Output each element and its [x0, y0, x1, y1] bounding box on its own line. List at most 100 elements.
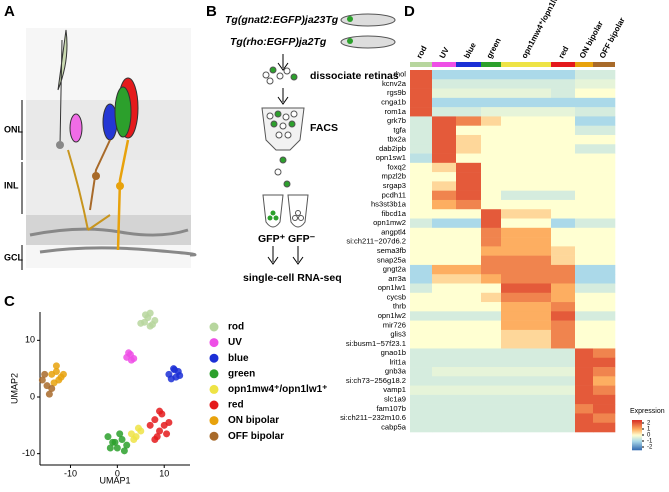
- point: [111, 438, 119, 446]
- heat-cell: [551, 320, 576, 331]
- heat-cell: [432, 320, 457, 331]
- heat-cell: [432, 329, 457, 340]
- row-label: glis3: [390, 330, 406, 339]
- heat-cell: [501, 218, 552, 229]
- colorbar-step: [632, 433, 642, 435]
- colorbar-step: [632, 445, 642, 447]
- colorbar-step: [632, 440, 642, 442]
- heat-cell: [456, 413, 482, 424]
- heat-cell: [432, 116, 457, 126]
- legend-label: blue: [228, 353, 249, 364]
- heat-cell: [593, 404, 616, 414]
- heat-cell: [501, 125, 552, 136]
- heat-cell: [481, 153, 502, 164]
- row-label: pcdh11: [382, 190, 406, 199]
- heat-cell: [456, 237, 482, 247]
- heat-cell: [551, 134, 576, 145]
- column-bar: [456, 62, 481, 67]
- heat-cell: [410, 357, 433, 368]
- heat-cell: [456, 107, 482, 117]
- tube-cell: [295, 210, 301, 216]
- column-label: UV: [438, 45, 451, 60]
- heat-cell: [410, 376, 433, 386]
- heat-cell: [456, 190, 482, 201]
- heat-cell: [410, 181, 433, 191]
- heat-cell: [575, 404, 594, 414]
- heat-cell: [456, 199, 482, 210]
- colorbar-step: [632, 437, 642, 439]
- heat-cell: [410, 199, 433, 210]
- heat-cell: [481, 181, 502, 191]
- heat-cell: [575, 97, 594, 108]
- row-label: snap25a: [377, 255, 407, 264]
- heat-cell: [501, 172, 552, 182]
- heat-cell: [501, 329, 552, 340]
- row-label: si:ch73−256g18.2: [346, 376, 406, 385]
- colorbar-step: [632, 423, 642, 425]
- heat-cell: [551, 339, 576, 349]
- heat-cell: [456, 209, 482, 219]
- heat-cell: [410, 190, 433, 201]
- heat-cell: [410, 394, 433, 405]
- row-label: slc1a9: [384, 395, 406, 404]
- heat-cell: [410, 367, 433, 377]
- heat-cell: [501, 385, 552, 396]
- heat-cell: [501, 162, 552, 173]
- row-label: cycsb: [387, 292, 406, 301]
- heat-cell: [432, 153, 457, 164]
- heat-cell: [456, 274, 482, 284]
- heat-cell: [501, 209, 552, 219]
- heat-cell: [481, 70, 502, 80]
- colorbar-step: [632, 447, 642, 449]
- row-label: vamp1: [383, 385, 406, 394]
- colorbar-step: [632, 443, 642, 445]
- heat-cell: [575, 255, 594, 266]
- heat-cell: [410, 144, 433, 154]
- colorbar-step: [632, 446, 642, 448]
- heat-cell: [501, 320, 552, 331]
- heat-cell: [456, 134, 482, 145]
- column-bar: [481, 62, 501, 67]
- heat-cell: [575, 107, 594, 117]
- heat-cell: [481, 162, 502, 173]
- heat-cell: [410, 153, 433, 164]
- heat-cell: [593, 162, 616, 173]
- heat-cell: [432, 311, 457, 321]
- result: single-cell RNA-seq: [243, 272, 342, 284]
- heat-cell: [410, 283, 433, 294]
- legend-label: green: [228, 368, 255, 379]
- colorbar-step: [632, 429, 642, 431]
- row-label: cnga1b: [381, 97, 406, 106]
- line-name: Tg(gnat2:EGFP)ja23Tg: [225, 14, 339, 26]
- heat-cell: [481, 227, 502, 238]
- heat-cell: [432, 348, 457, 359]
- colorbar-step: [632, 442, 642, 444]
- row-label: sema3fb: [377, 246, 406, 255]
- heat-cell: [593, 79, 616, 89]
- heat-cell: [456, 367, 482, 377]
- heat-cell: [551, 422, 576, 433]
- heat-cell: [481, 413, 502, 424]
- heat-cell: [456, 227, 482, 238]
- heat-cell: [481, 190, 502, 201]
- heat-cell: [456, 394, 482, 405]
- heat-cell: [593, 97, 616, 108]
- row-label: mpzl2b: [382, 172, 406, 181]
- column-bar: [593, 62, 615, 67]
- row-label: si:ch211−207d6.2: [346, 237, 406, 246]
- y-tick-label: 10: [25, 335, 35, 345]
- column-bar: [410, 62, 432, 67]
- legend-swatch: [209, 353, 219, 363]
- row-label: dab2ipb: [379, 144, 406, 153]
- row-label: tbx2a: [387, 135, 406, 144]
- heat-cell: [575, 88, 594, 99]
- heat-cell: [593, 153, 616, 164]
- point: [45, 390, 53, 398]
- heat-cell: [575, 376, 594, 386]
- heat-cell: [501, 116, 552, 126]
- heat-cell: [432, 181, 457, 191]
- heat-cell: [593, 283, 616, 294]
- heat-cell: [481, 97, 502, 108]
- heat-cell: [481, 311, 502, 321]
- heat-cell: [410, 320, 433, 331]
